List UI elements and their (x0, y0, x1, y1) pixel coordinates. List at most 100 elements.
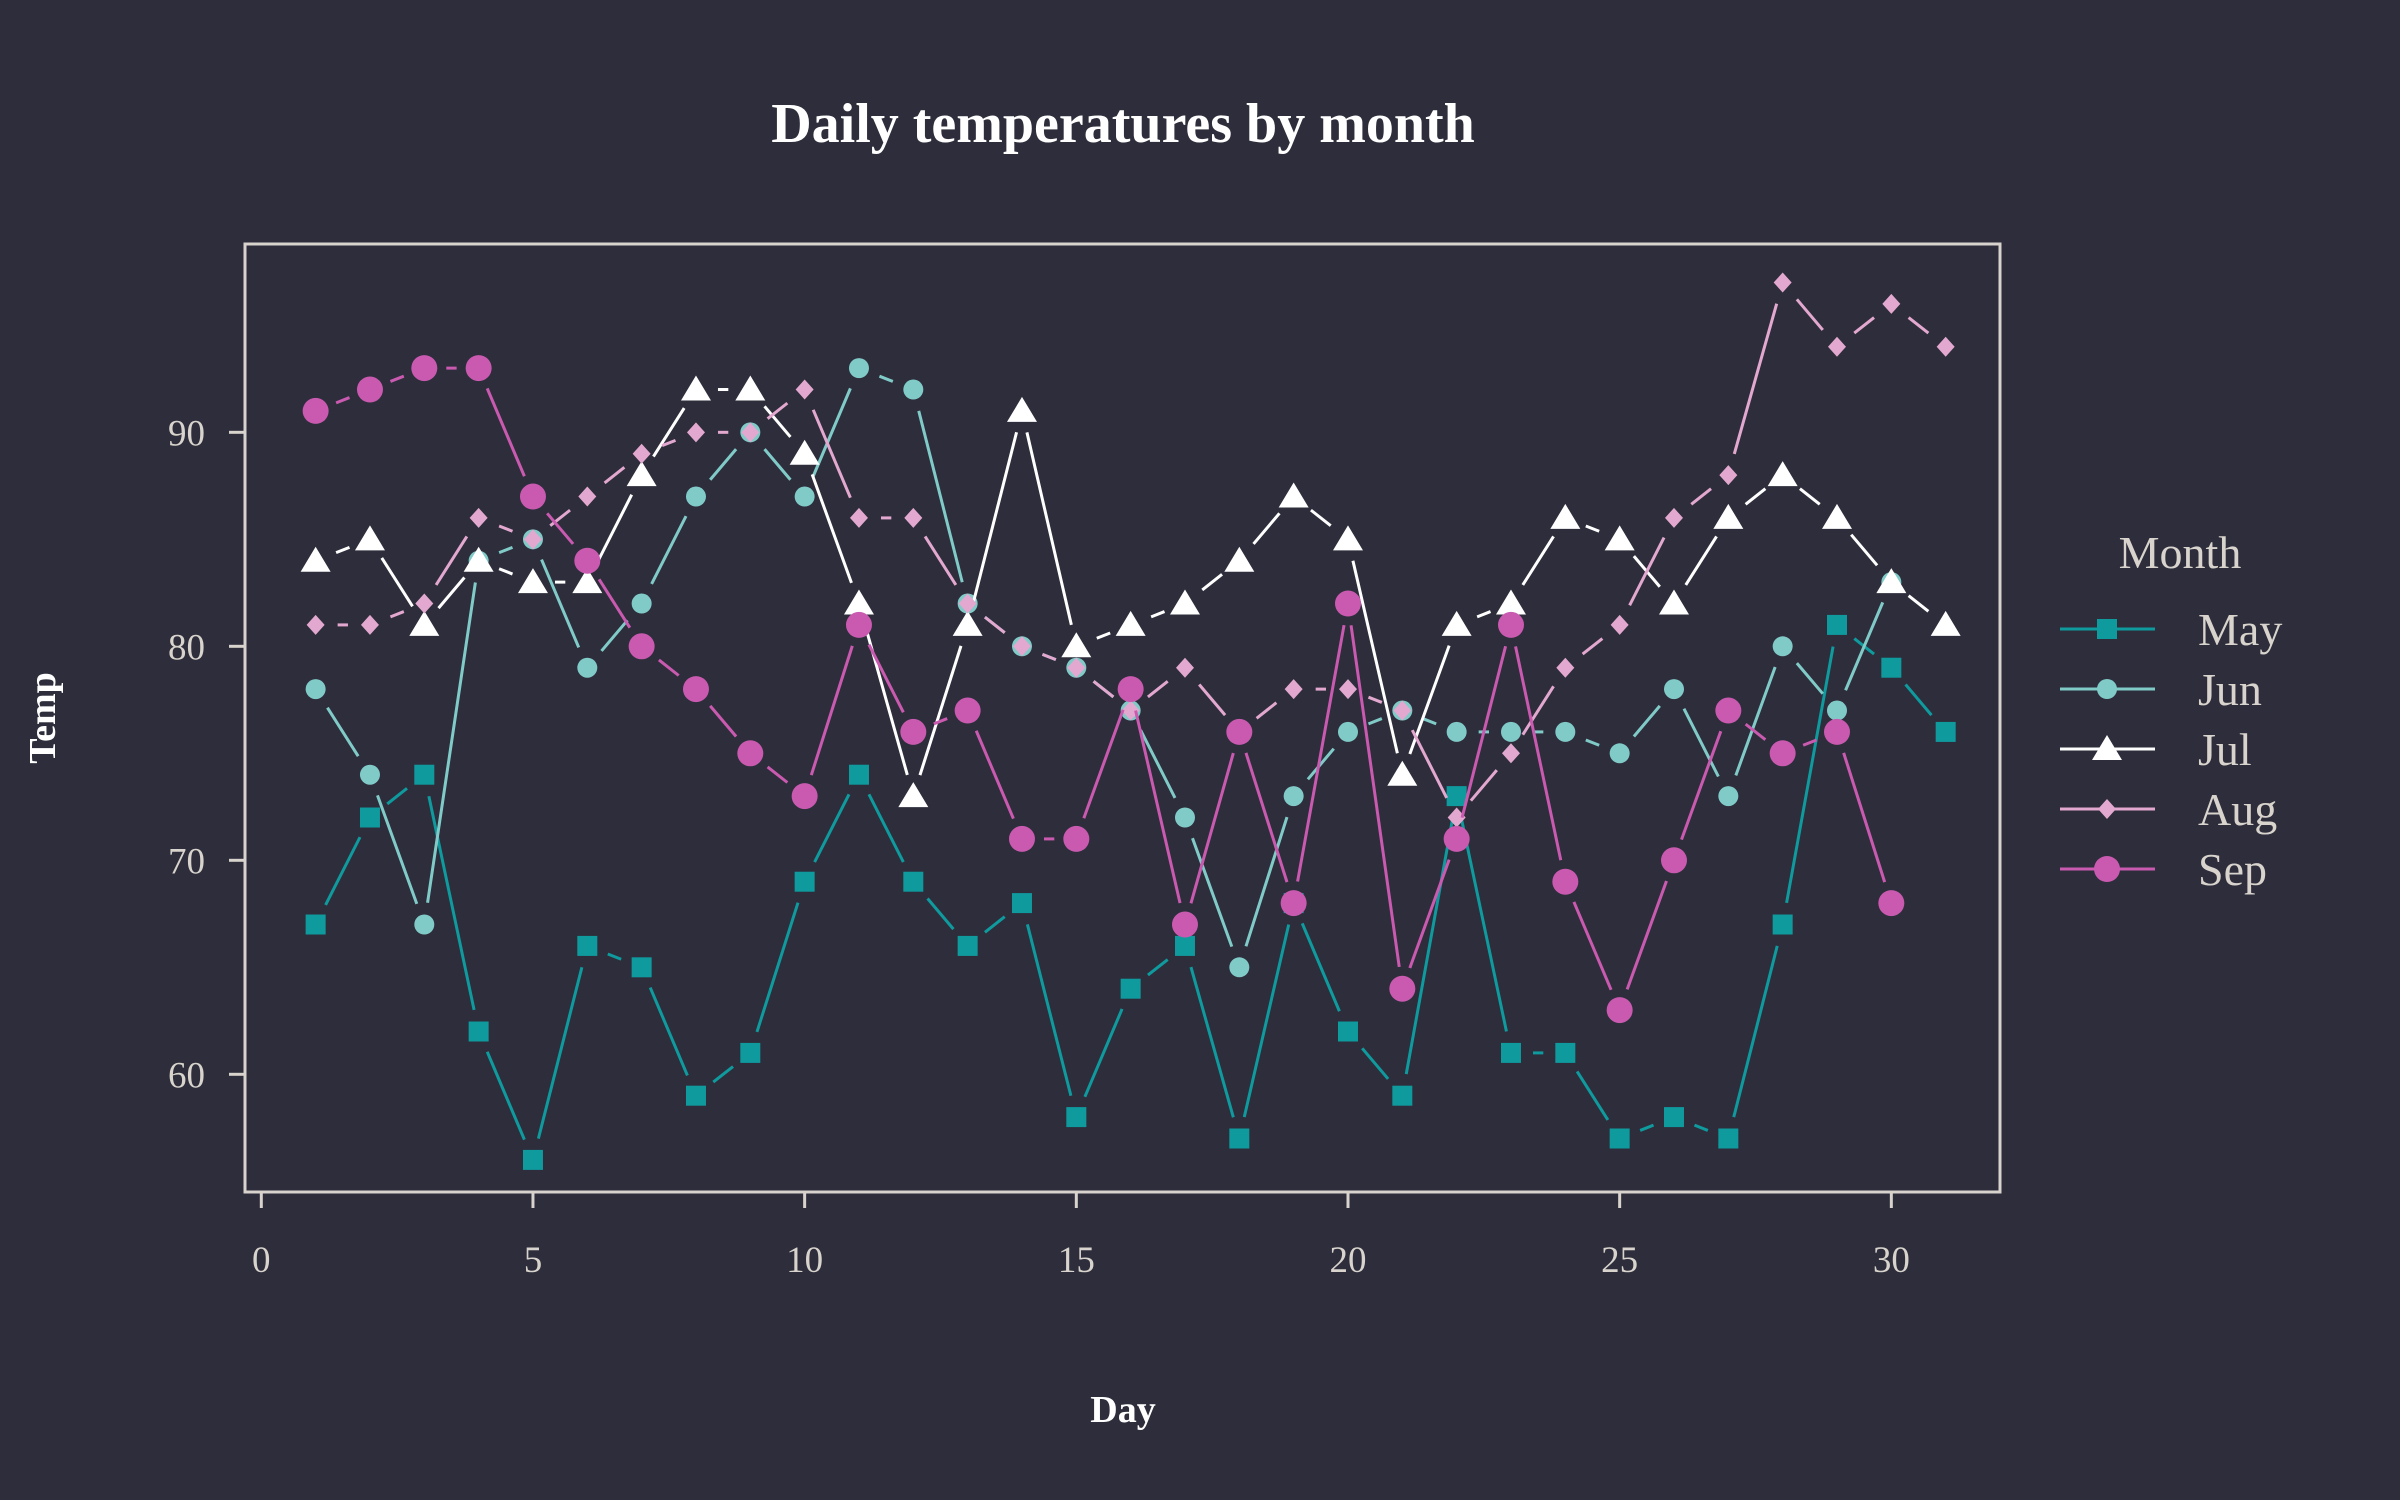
data-point-jul (898, 782, 929, 808)
x-tick-label: 25 (1601, 1240, 1638, 1281)
data-point-sep (682, 676, 709, 703)
y-tick-label: 60 (168, 1055, 205, 1096)
data-point-jul (300, 546, 331, 572)
series-line-segment-sep (1244, 752, 1289, 883)
x-tick-label: 15 (1058, 1240, 1095, 1281)
data-point-aug (1882, 293, 1901, 314)
data-point-jul (1821, 503, 1852, 529)
series-line-segment-jun (1682, 708, 1720, 778)
data-point-jun (1718, 786, 1739, 807)
data-point-aug (1664, 507, 1683, 528)
data-point-sep (302, 397, 329, 424)
y-axis-title: Temp (22, 672, 64, 764)
series-line-segment-sep (1744, 722, 1767, 741)
data-point-may (1229, 1128, 1250, 1149)
legend-item-jun: Jun (2060, 664, 2262, 715)
series-sep (302, 355, 1905, 1024)
data-point-aug (1936, 336, 1955, 357)
series-line-segment-may (984, 915, 1006, 934)
data-point-jun (1609, 743, 1630, 764)
data-point-jun (1174, 807, 1195, 828)
series-line-segment-sep (1802, 738, 1818, 747)
data-point-may (1772, 914, 1793, 935)
data-point-jun (903, 379, 924, 400)
series-line-segment-jun (1632, 704, 1661, 738)
series-line-segment-jul (810, 473, 853, 584)
data-point-sep (1063, 825, 1090, 852)
data-point-jul (1115, 610, 1146, 636)
series-line-segment-jul (595, 494, 634, 564)
series-line-segment-aug (1853, 316, 1875, 335)
data-point-may (359, 807, 380, 828)
legend-marker-may (2097, 619, 2117, 639)
data-point-jul (1061, 632, 1092, 658)
series-line-segment-sep (1082, 709, 1125, 819)
series-line-segment-aug (498, 524, 514, 533)
series-line-segment-may (1904, 683, 1933, 717)
y-tick-label: 90 (168, 413, 205, 454)
series-line-segment-aug (1732, 303, 1779, 455)
series-line-segment-aug (1795, 298, 1824, 331)
series-line-segment-jul (1252, 512, 1281, 545)
data-point-sep (574, 547, 601, 574)
series-line-segment-jul (1850, 533, 1879, 567)
series-line-segment-aug (1628, 536, 1666, 606)
legend-title: Month (2119, 527, 2242, 578)
data-point-jul (1658, 589, 1689, 615)
series-layer (300, 272, 1961, 1170)
data-point-aug (469, 507, 488, 528)
data-point-aug (1501, 743, 1520, 764)
data-point-jul (1169, 589, 1200, 615)
series-line-segment-sep (933, 717, 948, 726)
series-jul (300, 375, 1961, 808)
data-point-jul (680, 375, 711, 401)
data-point-aug (578, 486, 597, 507)
data-point-sep (519, 483, 546, 510)
series-line-segment-may (427, 795, 476, 1011)
series-line-segment-may (1147, 958, 1169, 977)
data-point-jul (1224, 546, 1255, 572)
series-line-segment-sep (1189, 752, 1235, 904)
data-point-sep (954, 697, 981, 724)
legend-marker-jul (2092, 735, 2122, 760)
series-line-segment-jul (1150, 610, 1166, 619)
y-axis: 60 70 80 90 (168, 413, 245, 1096)
data-point-aug (686, 422, 705, 443)
series-line-segment-aug (549, 508, 571, 527)
data-point-aug (904, 507, 923, 528)
data-point-sep (737, 740, 764, 767)
series-line-segment-jun (540, 558, 581, 649)
series-line-segment-jul (1351, 560, 1399, 754)
series-line-segment-jul (1684, 535, 1718, 586)
x-tick-label: 0 (252, 1240, 271, 1281)
data-point-sep (1769, 740, 1796, 767)
data-point-aug (632, 443, 651, 464)
data-point-jul (572, 568, 603, 594)
data-point-may (1500, 1042, 1521, 1063)
series-line-segment-sep (1572, 901, 1613, 991)
x-axis-title: Day (1090, 1389, 1155, 1431)
series-line-segment-jul (1476, 610, 1492, 619)
series-line-segment-sep (1842, 752, 1887, 883)
series-line-segment-jul (1521, 535, 1555, 586)
data-point-may (903, 871, 924, 892)
chart-title: Daily temperatures by month (771, 93, 1475, 155)
data-point-jun (305, 679, 326, 700)
data-point-aug (1393, 700, 1412, 721)
series-line-segment-may (1242, 924, 1291, 1118)
data-point-jul (1713, 503, 1744, 529)
legend-label: Aug (2198, 784, 2277, 835)
data-point-jul (1332, 525, 1363, 551)
data-point-jun (1446, 721, 1467, 742)
x-tick-label: 10 (786, 1240, 823, 1281)
data-point-may (1935, 721, 1956, 742)
data-point-may (414, 764, 435, 785)
series-line-segment-aug (1198, 683, 1227, 717)
series-line-segment-aug (1690, 487, 1712, 506)
series-line-segment-sep (1134, 710, 1182, 904)
data-point-jun (359, 764, 380, 785)
data-point-sep (1606, 997, 1633, 1024)
data-point-jul (1930, 610, 1961, 636)
series-line-segment-jun (376, 794, 419, 905)
data-point-sep (1443, 825, 1470, 852)
